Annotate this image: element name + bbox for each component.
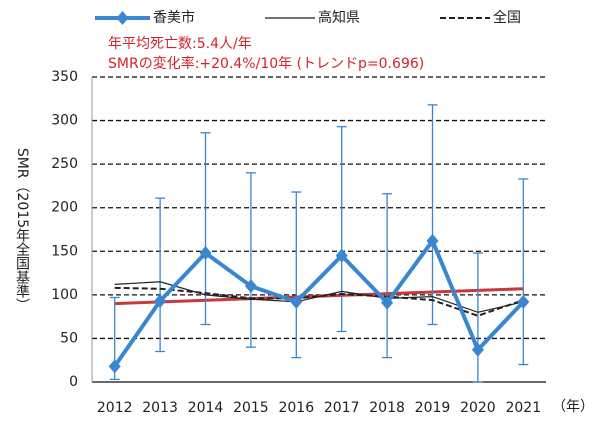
y-tick-label: 200 <box>51 200 78 216</box>
x-axis-label: （年） <box>552 399 594 415</box>
marker <box>108 359 121 374</box>
y-tick-label: 0 <box>69 374 78 390</box>
y-tick-label: 350 <box>51 69 78 85</box>
marker <box>290 294 303 309</box>
marker <box>381 295 394 310</box>
x-tick-label: 2014 <box>188 400 224 416</box>
x-tick-label: 2021 <box>505 400 541 416</box>
x-tick-label: 2015 <box>233 400 269 416</box>
x-tick-label: 2018 <box>369 400 405 416</box>
x-tick-label: 2020 <box>460 400 496 416</box>
y-axis-label: SMR（2015年全国基準） <box>14 148 30 312</box>
marker <box>517 294 530 309</box>
x-tick-label: 2017 <box>324 400 360 416</box>
annotation: 年平均死亡数:5.4人/年 <box>108 36 252 52</box>
marker <box>199 246 212 261</box>
x-tick-label: 2013 <box>142 400 178 416</box>
marker <box>471 342 484 357</box>
marker <box>426 233 439 248</box>
annotation: SMRの変化率:+20.4%/10年 (トレンドp=0.696) <box>108 55 424 72</box>
series-line <box>113 236 525 368</box>
legend-label: 高知県 <box>318 9 360 26</box>
marker <box>244 279 257 294</box>
x-tick-label: 2012 <box>97 400 133 416</box>
y-tick-label: 50 <box>60 330 78 346</box>
x-tick-label: 2019 <box>415 400 451 416</box>
y-tick-label: 100 <box>51 287 78 303</box>
y-tick-label: 300 <box>51 113 78 129</box>
marker <box>154 293 167 308</box>
series-line <box>114 286 524 317</box>
y-tick-label: 150 <box>51 243 78 259</box>
y-tick-label: 250 <box>51 156 78 172</box>
legend-label: 全国 <box>493 9 521 26</box>
legend-label: 香美市 <box>153 9 195 26</box>
marker <box>335 248 348 263</box>
legend-marker <box>116 11 129 25</box>
x-tick-label: 2016 <box>278 400 314 416</box>
series-line <box>114 281 524 313</box>
